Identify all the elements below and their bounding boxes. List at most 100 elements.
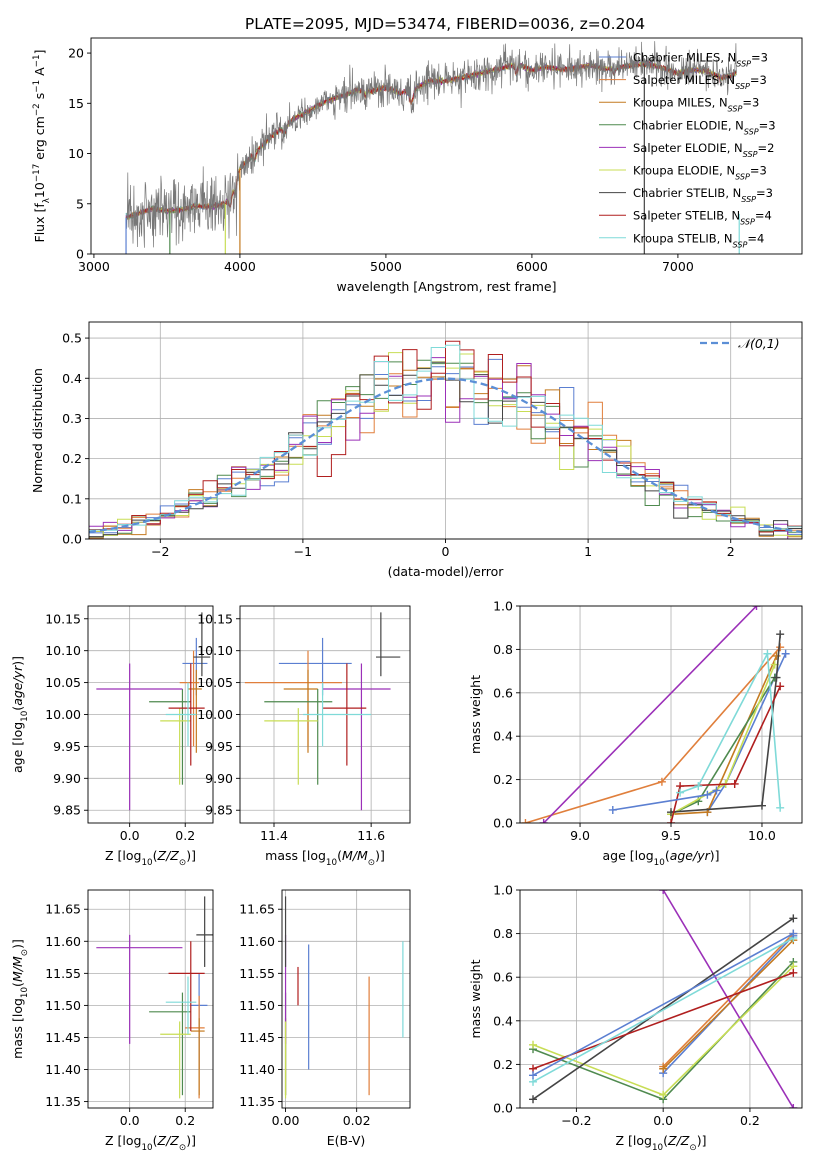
axis-label-x: Z [log10(Z/Z⊙)] (105, 1133, 196, 1153)
weight-marker (703, 790, 712, 799)
weight-line (543, 606, 758, 823)
errorbar-point (96, 663, 183, 811)
tick-label-y: 0.0 (62, 532, 82, 547)
weight-line (662, 939, 794, 1070)
weight-line (670, 634, 781, 813)
weight-line (532, 972, 794, 1070)
errorbar-point (278, 637, 352, 696)
plot-area-weight_vs_Z (529, 890, 798, 1108)
tick-label-y: 11.45 (239, 1030, 275, 1045)
weight-marker (667, 819, 676, 823)
weight-series (529, 929, 798, 1080)
weight-line (679, 650, 781, 808)
weight-marker (772, 651, 781, 660)
weight-marker (659, 1090, 668, 1099)
axes-frame (519, 889, 803, 1109)
weight-marker (529, 1071, 538, 1080)
plot-area-mass_vs_Z (96, 896, 213, 1099)
weight-marker (521, 819, 530, 823)
plot-area-age_vs_mass (244, 612, 401, 811)
legend-entry: Chabrier ELODIE, NSSP=3 (633, 118, 776, 136)
weight-marker (659, 890, 668, 894)
tick-label-y: 11.55 (45, 966, 81, 981)
tick-label-y: 10.15 (45, 611, 81, 626)
weight-marker (694, 782, 703, 791)
axis-label-x: mass [log10(M/M⊙)] (265, 848, 385, 868)
weight-series (539, 606, 761, 823)
weight-marker (608, 805, 617, 814)
weight-series (676, 649, 785, 812)
tick-label-x: 0.0 (653, 1113, 673, 1128)
errorbar-point (322, 663, 391, 811)
tick-label-y: 11.60 (45, 934, 81, 949)
tick-label-x: −1 (294, 544, 312, 559)
tick-label-y: 9.95 (53, 739, 81, 754)
plot-area-spectrum (125, 41, 740, 254)
weight-series (529, 968, 798, 1073)
legend-entry: Salpeter STELIB, NSSP=4 (633, 209, 772, 227)
tick-label-y: 11.55 (239, 966, 275, 981)
weight-marker (529, 1095, 538, 1104)
errorbar-point (244, 650, 342, 747)
tick-label-y: 10.05 (45, 675, 81, 690)
tick-label-x: 10.0 (748, 828, 776, 843)
axes-weight_vs_Z: −0.2 0.0 0.2 0.0 0.2 0.4 0.6 0.8 1.0 Z [log10(Z/Z… (468, 883, 803, 1153)
weight-marker (730, 779, 739, 788)
weight-line (662, 890, 794, 1108)
plot-area-age_vs_Z (96, 612, 211, 811)
weight-line (532, 937, 794, 1083)
tick-label-x: 1 (584, 544, 592, 559)
tick-label-y: 10.15 (197, 611, 233, 626)
errorbar-point (376, 612, 401, 677)
errorbar-point (165, 682, 197, 747)
tick-label-x: 4000 (224, 259, 256, 274)
axis-label-y: mass weight (468, 675, 483, 754)
tick-label-x: 9.5 (661, 828, 681, 843)
plot-area-weight_vs_age (521, 606, 790, 823)
errorbar-point (283, 669, 318, 753)
tick-label-x: 11.6 (357, 828, 385, 843)
tick-label-y: 0.0 (493, 816, 513, 831)
axes-age_vs_Z: 0.0 0.2 9.85 9.90 9.95 10.00 10.05 10.10 10.15 Z … (10, 605, 214, 868)
axis-label-x: (data-model)/error (388, 564, 505, 579)
tick-label-y: 10.00 (197, 707, 233, 722)
tick-label-y: 11.40 (239, 1062, 275, 1077)
legend-entry: Kroupa MILES, NSSP=3 (633, 96, 759, 114)
tick-label-y: 9.85 (53, 803, 81, 818)
tick-label-x: −2 (151, 544, 169, 559)
normal-curve (89, 377, 802, 534)
tick-label-x: 9.0 (570, 828, 590, 843)
tick-label-x: 6000 (516, 259, 548, 274)
tick-label-x: 0 (442, 544, 450, 559)
tick-label-y: 0.8 (493, 926, 513, 941)
figure-title: PLATE=2095, MJD=53474, FIBERID=0036, z=0… (245, 15, 645, 33)
axis-label-x: E(B-V) (327, 1133, 366, 1148)
axis-label-x: wavelength [Angstrom, rest frame] (336, 279, 556, 294)
weight-marker (781, 649, 790, 658)
tick-label-y: 11.35 (239, 1094, 275, 1109)
errorbar-point (149, 992, 191, 1096)
tick-label-y: 0.0 (493, 1101, 513, 1116)
axis-label-x: Z [log10(Z/Z⊙)] (616, 1133, 707, 1153)
legend-entry: Kroupa ELODIE, NSSP=3 (633, 164, 767, 182)
tick-label-y: 5 (76, 196, 84, 211)
weight-marker (657, 777, 666, 786)
tick-label-x: 0.2 (175, 1113, 195, 1128)
weight-line (612, 789, 717, 811)
tick-label-x: 0.0 (120, 828, 140, 843)
weight-line (532, 932, 794, 1077)
weight-marker (539, 819, 548, 823)
axis-label-y: mass [log10(M/M⊙)] (10, 939, 30, 1059)
weight-marker (712, 786, 721, 795)
weight-marker (772, 673, 781, 682)
weight-line (670, 677, 776, 816)
weight-marker (789, 914, 798, 923)
tick-label-y: 9.85 (205, 803, 233, 818)
weight-marker (776, 803, 785, 812)
tick-label-y: 0.4 (62, 371, 82, 386)
weight-series (659, 936, 798, 1073)
tick-label-y: 11.65 (45, 902, 81, 917)
observed-spectrum-line (125, 41, 737, 248)
weight-series (529, 914, 798, 1104)
